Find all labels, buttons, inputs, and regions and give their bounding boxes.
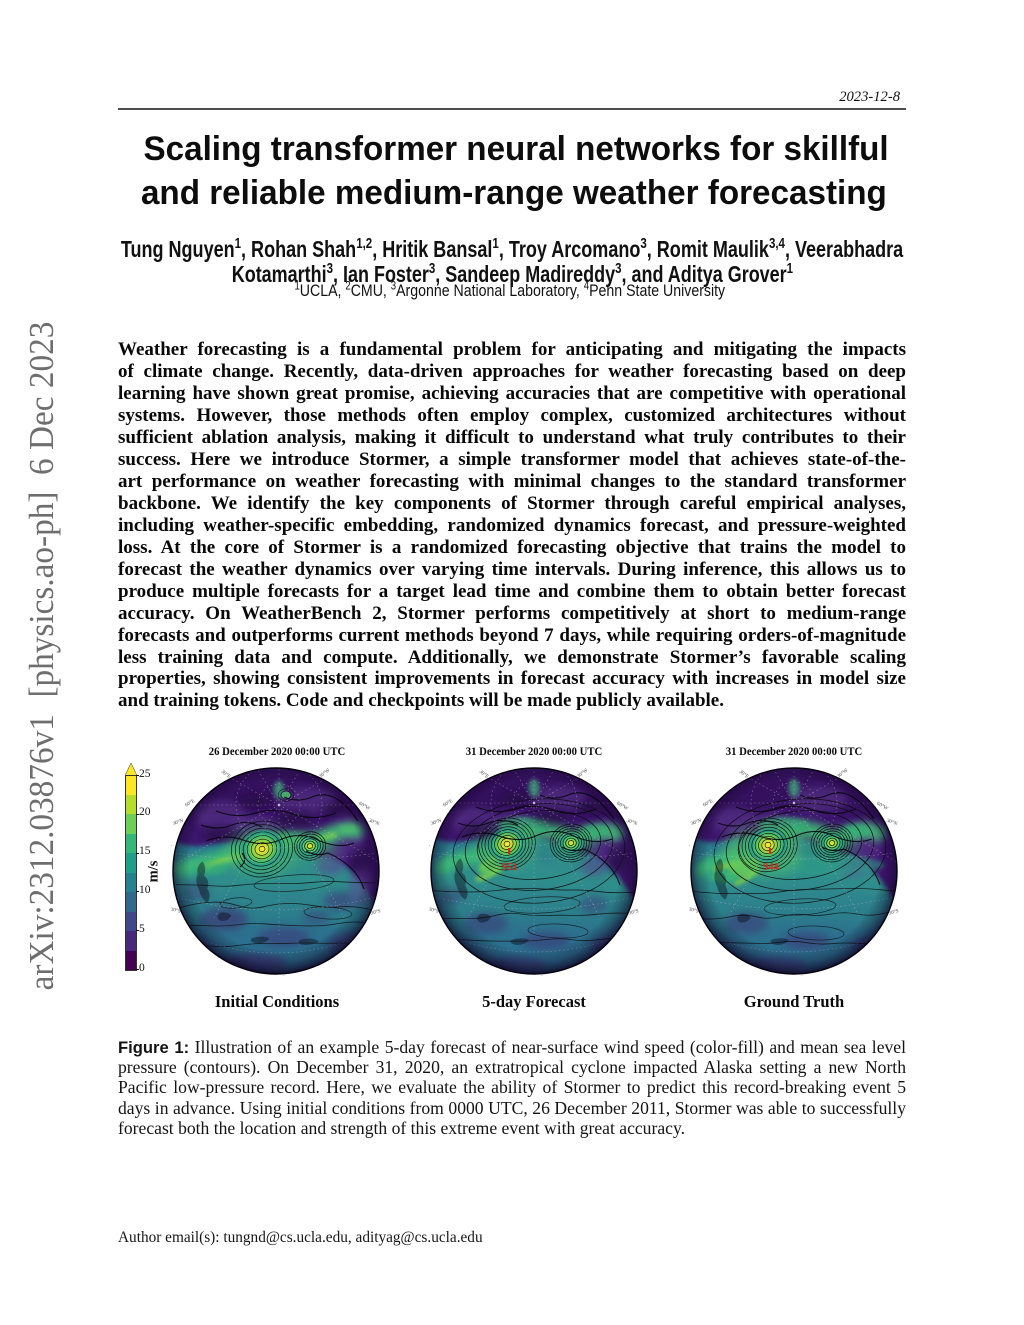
svg-text:60°E: 60°E — [441, 797, 454, 808]
svg-text:30°N: 30°N — [689, 817, 702, 827]
svg-text:60°E: 60°E — [183, 797, 196, 808]
svg-text:0°: 0° — [689, 843, 691, 851]
svg-text:30°N: 30°N — [625, 817, 638, 827]
svg-text:30°W: 30°W — [317, 767, 331, 780]
svg-text:0°: 0° — [171, 843, 173, 851]
svg-text:30°S: 30°S — [171, 905, 182, 914]
svg-text:180°: 180° — [532, 974, 542, 976]
svg-text:30°N: 30°N — [368, 817, 381, 827]
svg-text:30°N: 30°N — [172, 817, 185, 827]
svg-text:30°S: 30°S — [429, 905, 440, 914]
svg-text:30°N: 30°N — [885, 817, 898, 827]
svg-text:30°N: 30°N — [429, 817, 442, 827]
svg-text:30°S: 30°S — [887, 907, 898, 916]
svg-text:30°S: 30°S — [370, 907, 381, 916]
svg-text:180°: 180° — [792, 974, 802, 976]
svg-text:30°E: 30°E — [737, 768, 750, 780]
svg-text:30°W: 30°W — [835, 767, 849, 780]
svg-text:60°E: 60°E — [701, 797, 714, 808]
svg-text:30°W: 30°W — [575, 767, 589, 780]
svg-text:0°: 0° — [429, 843, 431, 851]
svg-text:30°S: 30°S — [627, 907, 638, 916]
svg-text:180°: 180° — [275, 974, 285, 976]
svg-text:30°S: 30°S — [689, 905, 700, 914]
svg-text:30°E: 30°E — [220, 768, 233, 780]
svg-text:30°E: 30°E — [477, 768, 490, 780]
